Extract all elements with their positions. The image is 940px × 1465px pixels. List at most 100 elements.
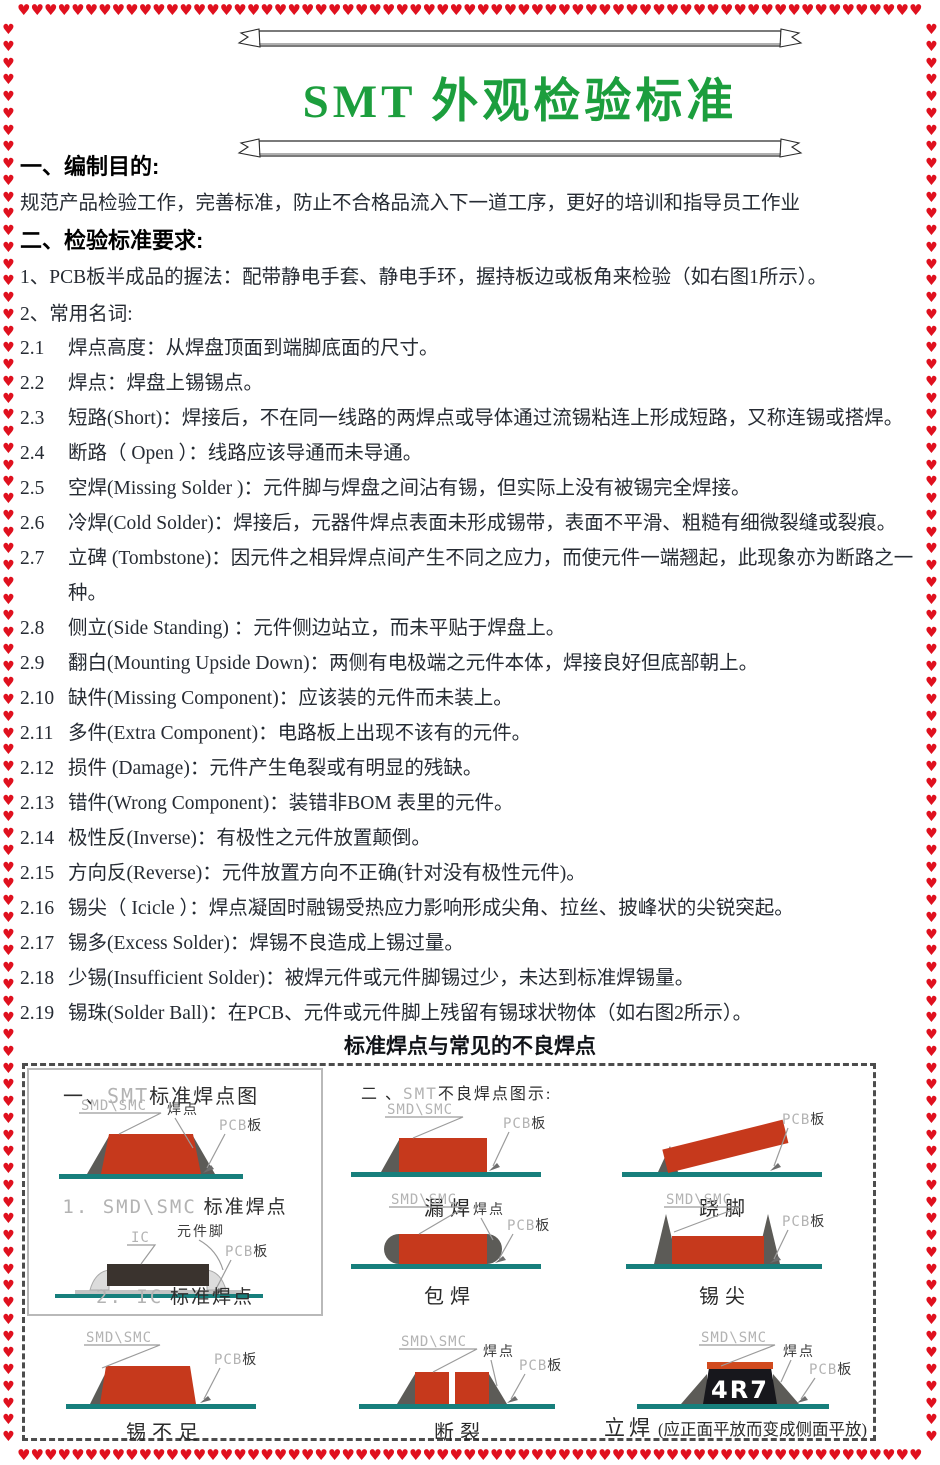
- smd-label: SMD\SMC: [86, 1330, 152, 1346]
- heart-icon: ♥: [2, 22, 15, 38]
- heart-icon: ♥: [2, 1261, 15, 1278]
- diagram-billboarding: 4R7 SMD\SMC 焊点 PCB板: [637, 1330, 853, 1409]
- term-row: 2.2 焊点：焊盘上锡锡点。: [20, 366, 922, 401]
- intro-section: 一、编制目的: 规范产品检验工作，完善标准，防止不合格品流入下一道工序，更好的培训…: [20, 148, 920, 333]
- pcb-board-label: PCB板: [214, 1352, 258, 1368]
- smd-label: SMD\SMC: [666, 1192, 732, 1208]
- heart-icon: ♥: [2, 775, 15, 792]
- heart-icon: ♥: [287, 1, 301, 19]
- term-text: 锡尖（ Icicle ）：焊点凝固时融锡受热应力影响形成尖角、拉丝、披峰状的尖锐…: [68, 898, 794, 919]
- heart-icon: ♥: [925, 859, 938, 876]
- heart-icon: ♥: [925, 72, 938, 89]
- term-number: 2.2: [20, 373, 45, 394]
- heart-icon: ♥: [895, 1446, 909, 1464]
- pcb-board-label: PCB板: [809, 1362, 853, 1378]
- heart-icon: ♥: [925, 893, 938, 909]
- term-number: 2.18: [20, 968, 55, 989]
- heart-icon: ♥: [719, 1446, 734, 1464]
- heart-icon: ♥: [98, 1, 112, 19]
- heart-icon: ♥: [2, 558, 15, 574]
- heart-icon: ♥: [179, 1446, 193, 1464]
- heart-icon: ♥: [435, 1, 450, 19]
- heart-icon: ♥: [125, 1446, 139, 1464]
- heart-icon: ♥: [787, 1, 801, 19]
- term-row: 2.1 焊点高度：从焊盘顶面到端脚底面的尺寸。: [20, 331, 922, 366]
- heart-icon: ♥: [2, 474, 15, 491]
- heart-icon: ♥: [868, 1446, 882, 1464]
- heart-icon: ♥: [925, 407, 938, 424]
- heart-icon: ♥: [2, 424, 15, 440]
- heart-icon: ♥: [2, 1244, 15, 1261]
- heart-icon: ♥: [925, 1244, 938, 1261]
- heart-icon: ♥: [2, 89, 15, 105]
- component-marking-text: 4R7: [711, 1376, 769, 1404]
- heart-icon: ♥: [233, 1446, 247, 1464]
- heart-icon: ♥: [517, 1, 531, 19]
- heart-icon: ♥: [925, 725, 938, 742]
- heart-icon: ♥: [925, 558, 938, 574]
- heart-icon: ♥: [2, 1194, 15, 1211]
- diagram-insufficient-solder: SMD\SMC PCB板: [66, 1330, 258, 1409]
- heart-icon: ♥: [773, 1, 788, 19]
- heart-icon: ♥: [652, 1446, 666, 1464]
- heart-icon: ♥: [449, 1446, 463, 1464]
- heart-icon: ♥: [165, 1446, 180, 1464]
- heart-icon: ♥: [2, 591, 15, 608]
- heart-icon: ♥: [2, 1144, 15, 1161]
- heart-icon: ♥: [2, 792, 15, 809]
- heart-icon: ♥: [2, 1177, 15, 1194]
- heart-icon: ♥: [925, 1328, 938, 1345]
- heart-icon: ♥: [611, 1446, 626, 1464]
- heart-icon: ♥: [679, 1446, 693, 1464]
- heart-icon: ♥: [206, 1446, 220, 1464]
- heart-icon: ♥: [854, 1446, 869, 1464]
- heart-icon: ♥: [925, 1362, 938, 1378]
- solder-joint-label: 焊点: [483, 1344, 515, 1360]
- figure-box: 一、SMT标准焊点图 SMD\SMC 焊点 PCB板 1. SMD\SMC 标准…: [22, 1063, 876, 1444]
- heart-icon: ♥: [925, 742, 938, 759]
- heart-icon: ♥: [719, 1, 734, 19]
- heart-icon: ♥: [2, 105, 15, 122]
- heart-icon: ♥: [503, 1446, 518, 1464]
- heart-icon: ♥: [2, 1043, 15, 1060]
- heart-icon: ♥: [2, 1362, 15, 1378]
- body-paragraph: 2、常用名词:: [20, 304, 133, 325]
- heart-icon: ♥: [354, 1446, 369, 1464]
- heart-icon: ♥: [246, 1446, 261, 1464]
- heart-icon: ♥: [773, 1446, 788, 1464]
- solder-joint-label: 焊点: [783, 1344, 815, 1360]
- heart-icon: ♥: [925, 1194, 938, 1211]
- heart-icon: ♥: [260, 1, 274, 19]
- heart-icon: ♥: [98, 1446, 112, 1464]
- heart-icon: ♥: [925, 692, 938, 708]
- heart-icon: ♥: [925, 1077, 938, 1094]
- heart-icon: ♥: [692, 1, 707, 19]
- heart-icon: ♥: [638, 1446, 653, 1464]
- heart-icon: ♥: [179, 1, 193, 19]
- term-row: 2.16 锡尖（ Icicle ）：焊点凝固时融锡受热应力影响形成尖角、拉丝、披峰…: [20, 891, 922, 926]
- heart-icon: ♥: [2, 172, 15, 189]
- heart-icon: ♥: [925, 1211, 938, 1228]
- heart-icon: ♥: [327, 1, 342, 19]
- section-heading: 一、编制目的:: [20, 154, 160, 179]
- heart-icon: ♥: [733, 1, 747, 19]
- heart-icon: ♥: [706, 1446, 720, 1464]
- heart-icon: ♥: [925, 809, 938, 826]
- heart-icon: ♥: [854, 1, 869, 19]
- heart-icon: ♥: [925, 55, 938, 72]
- heart-icon: ♥: [314, 1446, 328, 1464]
- term-row: 2.5 空焊(Missing Solder )：元件脚与焊盘之间沾有锡，但实际上没…: [20, 471, 922, 506]
- heart-icon: ♥: [138, 1, 153, 19]
- term-row: 2.6 冷焊(Cold Solder)：焊接后，元器件焊点表面未形成锡带，表面不平…: [20, 506, 922, 541]
- heart-icon: ♥: [925, 1094, 938, 1110]
- heart-icon: ♥: [2, 1328, 15, 1345]
- heart-icon: ♥: [925, 340, 938, 357]
- heart-icon: ♥: [611, 1, 626, 19]
- heart-icon: ♥: [925, 541, 938, 558]
- heart-icon: ♥: [925, 1110, 938, 1127]
- heart-icon: ♥: [925, 1345, 938, 1362]
- heart-icon: ♥: [925, 675, 938, 692]
- term-number: 2.14: [20, 828, 55, 849]
- term-number: 2.13: [20, 793, 55, 814]
- term-text: 锡珠(Solder Ball)：在PCB、元件或元件脚上残留有锡球状物体（如右图…: [68, 1003, 753, 1024]
